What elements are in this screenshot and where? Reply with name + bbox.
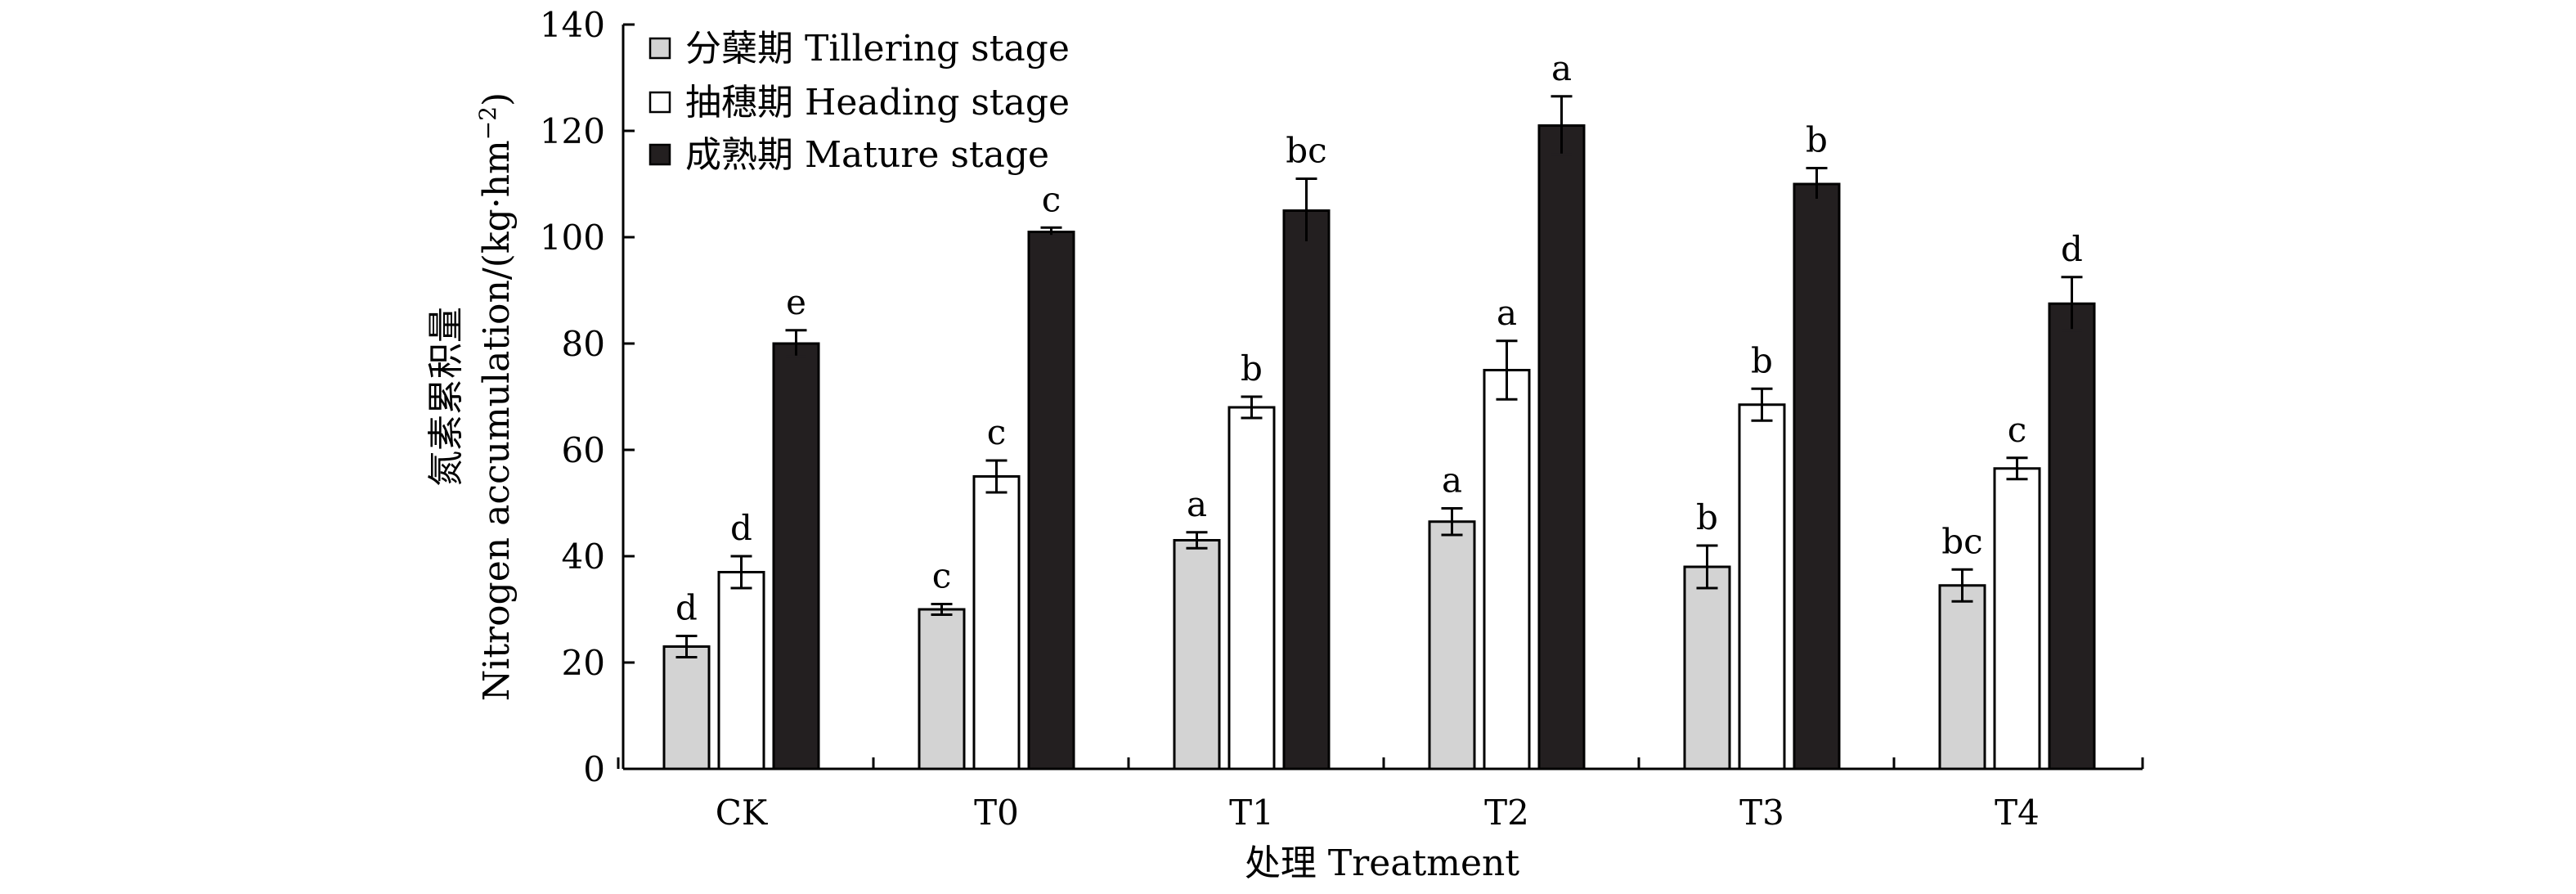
- significance-label: d: [730, 508, 752, 548]
- legend-label-tillering: 分蘖期 Tillering stage: [685, 28, 1070, 70]
- legend-item-heading: 抽穗期 Heading stage: [648, 82, 1070, 124]
- bar: [1683, 565, 1731, 770]
- bar: [1173, 539, 1221, 770]
- significance-label: b: [1696, 497, 1718, 537]
- bar: [717, 571, 765, 770]
- bar: [772, 342, 820, 770]
- bar: [1483, 369, 1531, 770]
- bar: [662, 645, 711, 770]
- legend-label-heading: 抽穗期 Heading stage: [685, 82, 1070, 124]
- error-bar: [931, 603, 953, 616]
- x-tick-label: T3: [1739, 793, 1784, 833]
- significance-label: a: [1497, 293, 1517, 333]
- significance-label: c: [932, 556, 952, 596]
- bar: [1227, 406, 1276, 770]
- significance-label: b: [1241, 348, 1263, 389]
- legend-label-mature: 成熟期 Mature stage: [685, 134, 1049, 176]
- legend: 分蘖期 Tillering stage 抽穗期 Heading stage 成熟…: [648, 28, 1070, 176]
- bar: [2048, 302, 2096, 770]
- significance-label: c: [1042, 179, 1061, 219]
- ticks-layer: 0 20 40 60 80 100 120 140 CK T0 T1 T2 T3 T4: [540, 5, 2144, 833]
- legend-item-mature: 成熟期 Mature stage: [648, 134, 1049, 176]
- significance-label: c: [2008, 410, 2027, 450]
- error-bar: [675, 635, 698, 658]
- y-tick-label: 0: [583, 749, 605, 789]
- x-tick-label: T2: [1484, 793, 1529, 833]
- y-axis-title-cn: 氮素累积量: [425, 307, 467, 487]
- significance-label: c: [987, 412, 1007, 452]
- error-bar: [2006, 456, 2028, 481]
- significance-label: e: [786, 282, 806, 322]
- legend-swatch-heading: [648, 91, 671, 114]
- significance-label: a: [1551, 48, 1572, 88]
- bar: [1027, 231, 1075, 770]
- significance-label: b: [1806, 120, 1828, 160]
- error-bar: [1696, 544, 1718, 590]
- y-tick-label: 80: [562, 324, 605, 364]
- y-tick-label: 20: [562, 643, 605, 683]
- error-bar: [985, 459, 1008, 494]
- y-axis-title-en: Nitrogen accumulation/(kg·hm−2): [474, 92, 518, 701]
- y-axis-title-en-main: Nitrogen accumulation/(kg·hm: [476, 140, 518, 701]
- error-bar: [1040, 226, 1062, 238]
- error-bar: [1241, 395, 1263, 420]
- significance-label: d: [675, 588, 698, 628]
- y-tick-label: 100: [540, 218, 605, 258]
- legend-swatch-mature: [648, 143, 671, 166]
- y-tick-label: 140: [540, 5, 605, 45]
- bar: [1537, 124, 1586, 770]
- bar: [1793, 182, 1841, 770]
- bar: [918, 608, 966, 770]
- error-bar: [1441, 507, 1463, 537]
- bar: [1428, 520, 1476, 770]
- significance-label: bc: [1941, 521, 1982, 561]
- x-tick-label: T4: [1995, 793, 2040, 833]
- error-bar: [730, 555, 752, 590]
- error-bar: [1951, 568, 1973, 603]
- y-tick-label: 40: [562, 537, 605, 577]
- error-bar: [1186, 531, 1208, 550]
- bar: [972, 475, 1021, 770]
- significance-label: b: [1751, 340, 1773, 380]
- error-bar: [1551, 95, 1573, 156]
- x-tick-label: T0: [974, 793, 1019, 833]
- error-bar: [785, 329, 807, 358]
- error-bar: [1806, 167, 1828, 201]
- bar: [1993, 467, 2041, 770]
- legend-swatch-tillering: [648, 37, 671, 60]
- error-bar: [1751, 387, 1773, 422]
- significance-label: a: [1442, 460, 1462, 501]
- legend-item-tillering: 分蘖期 Tillering stage: [648, 28, 1070, 70]
- y-tick-label: 120: [540, 111, 605, 151]
- bar: [1282, 209, 1331, 770]
- x-axis-title: 处理 Treatment: [1245, 842, 1519, 884]
- bar: [1938, 584, 1986, 770]
- x-tick-label: CK: [716, 793, 769, 833]
- bar: [1738, 403, 1786, 770]
- significance-label: bc: [1286, 131, 1326, 171]
- significance-label: a: [1187, 484, 1207, 524]
- error-bar: [2061, 276, 2083, 332]
- y-tick-label: 60: [562, 430, 605, 470]
- error-bar: [1496, 339, 1518, 401]
- y-axis-title-en-close: ): [476, 92, 518, 106]
- significance-label: d: [2061, 229, 2083, 269]
- y-axis-title-en-sup: −2: [474, 106, 501, 140]
- bars-layer: [662, 95, 2096, 770]
- error-bar: [1295, 177, 1317, 244]
- x-tick-label: T1: [1229, 793, 1274, 833]
